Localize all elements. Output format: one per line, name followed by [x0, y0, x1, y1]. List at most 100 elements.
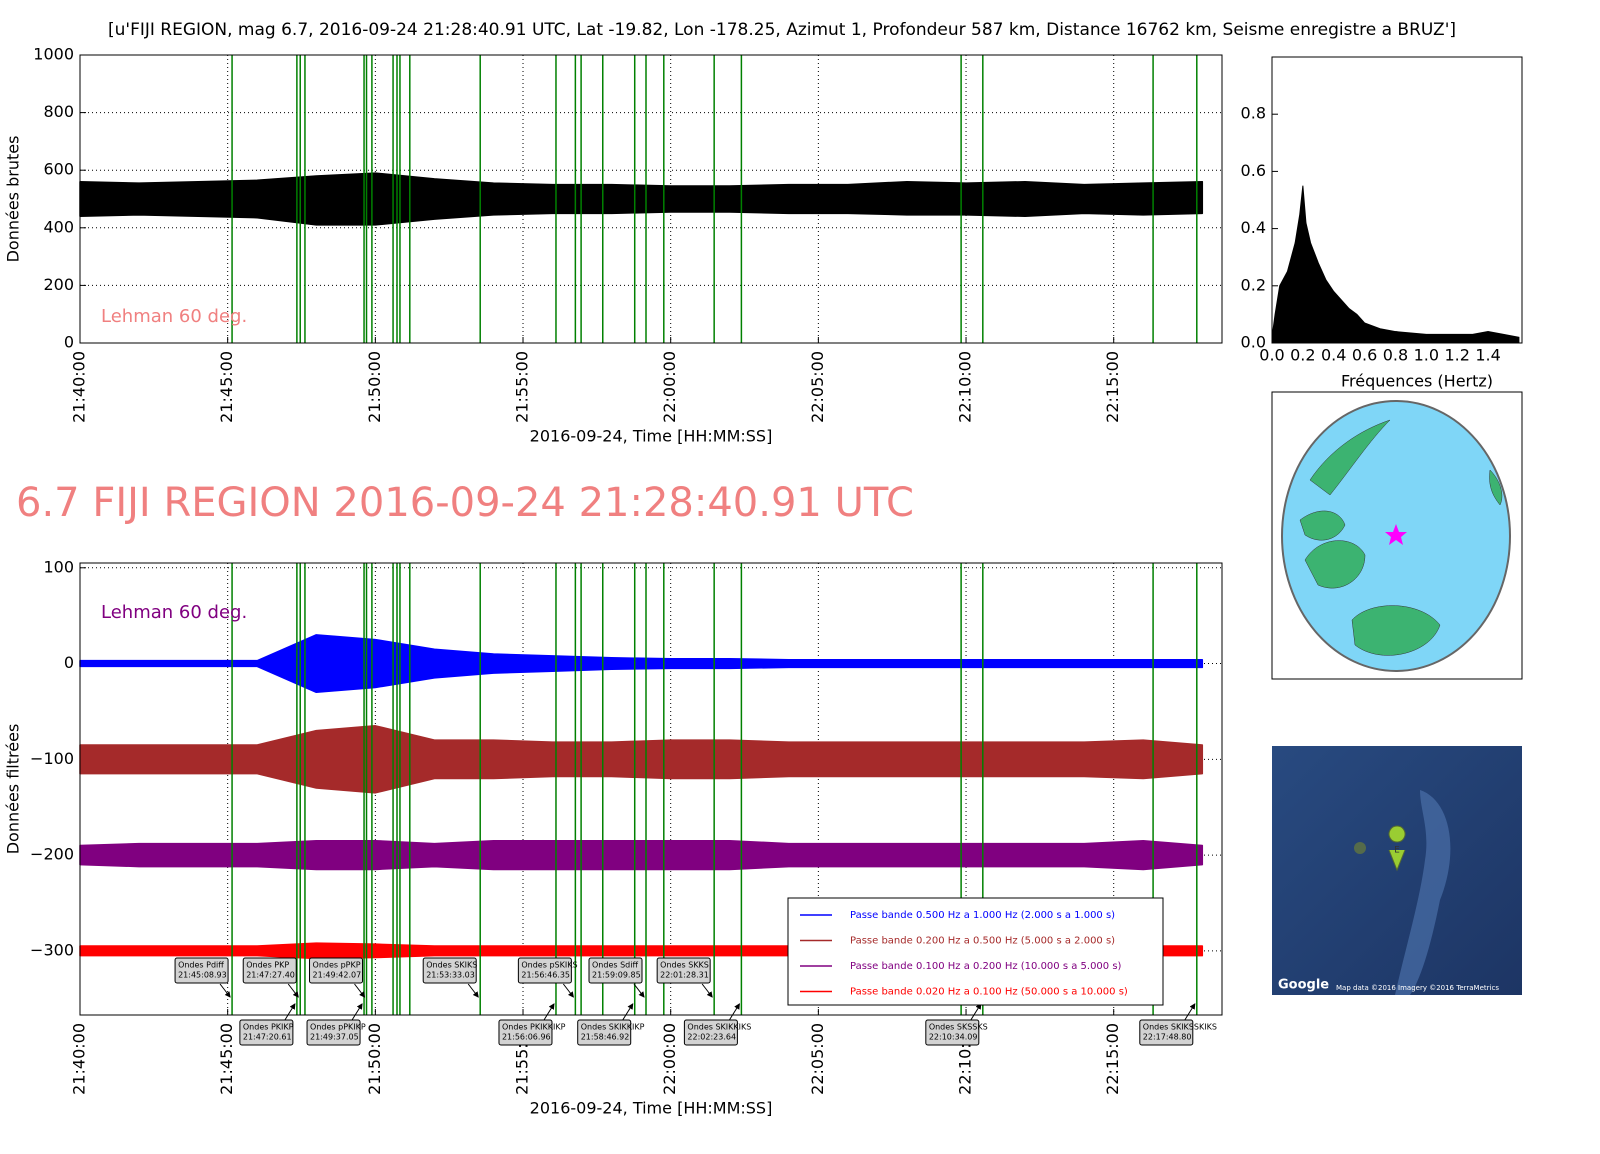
- arrival-label: Ondes Pdiff: [178, 961, 224, 970]
- arrival-label-box: [656, 957, 711, 984]
- y-tick-label: 0.6: [1241, 161, 1266, 180]
- arrival-label-box: [306, 1019, 361, 1046]
- arrival-time: 21:49:37.05: [310, 1033, 359, 1042]
- x-tick-label: 22:05:00: [808, 351, 827, 423]
- x-tick-label: 21:40:00: [70, 351, 89, 423]
- arrival-label: Ondes Sdiff: [592, 961, 638, 970]
- arrival-label-box: [1139, 1019, 1194, 1046]
- arrival-label: Ondes SKIKKIKS: [687, 1023, 751, 1032]
- map-attribution: Map data ©2016 Imagery ©2016 TerraMetric…: [1336, 984, 1499, 992]
- map-marker-label: E: [1394, 846, 1400, 856]
- legend-label: Passe bande 0.100 Hz a 0.200 Hz (10.000 …: [850, 961, 1122, 972]
- arrow: [1184, 1003, 1196, 1021]
- y-tick-label: 200: [43, 275, 74, 294]
- arrow: [970, 1003, 982, 1021]
- legend-label: Passe bande 0.020 Hz a 0.100 Hz (50.000 …: [850, 987, 1128, 998]
- arrow: [354, 983, 366, 998]
- arrow: [287, 983, 299, 998]
- arrow: [701, 983, 713, 998]
- epicenter-star: [1385, 524, 1407, 545]
- x-tick-label: 1.4: [1475, 346, 1500, 365]
- signal-band: [79, 634, 1204, 694]
- arrow: [728, 1003, 740, 1021]
- island: [1354, 842, 1366, 854]
- x-tick-label: 21:55:00: [513, 351, 532, 423]
- arrival-label: Ondes SKIKKIKP: [581, 1023, 645, 1032]
- arrival-label-box: [309, 957, 364, 984]
- land: [1351, 605, 1441, 656]
- x-tick-label: 0.2: [1290, 346, 1315, 365]
- x-axis-label: 2016-09-24, Time [HH:MM:SS]: [530, 427, 773, 446]
- annotation: Lehman 60 deg.: [101, 306, 247, 327]
- arrival-label: Ondes PKP: [246, 961, 289, 970]
- y-tick-label: −100: [30, 749, 74, 768]
- y-tick-label: −200: [30, 845, 74, 864]
- arrival-label-box: [577, 1019, 632, 1046]
- y-axis-label: Données filtrées: [4, 724, 23, 855]
- arrival-label-box: [683, 1019, 738, 1046]
- arrival-time: 22:10:34.09: [929, 1033, 978, 1042]
- arrival-time: 22:01:28.31: [660, 971, 709, 980]
- arrival-label-box: [174, 957, 229, 984]
- arrival-label-box: [517, 957, 572, 984]
- land: [1489, 469, 1503, 506]
- arrival-label-box: [422, 957, 477, 984]
- y-tick-label: 400: [43, 217, 74, 236]
- arrival-label-box: [242, 957, 297, 984]
- signal-band: [79, 839, 1204, 871]
- plot-frame: [79, 562, 1223, 1016]
- x-tick-label: 22:15:00: [1103, 1023, 1122, 1095]
- x-tick-label: 1.0: [1414, 346, 1439, 365]
- plot-frame: [1271, 56, 1523, 344]
- x-tick-label: 21:50:00: [365, 1023, 384, 1095]
- arrival-label: Ondes SKSSKS: [929, 1023, 988, 1032]
- x-tick-label: 0.8: [1383, 346, 1408, 365]
- x-axis-label: Fréquences (Hertz): [1341, 372, 1493, 391]
- arrival-time: 22:17:48.80: [1143, 1033, 1192, 1042]
- arrival-time: 21:56:06.96: [502, 1033, 551, 1042]
- y-tick-label: 1000: [33, 45, 74, 64]
- arrival-label: Ondes pPKIKP: [310, 1023, 366, 1032]
- y-tick-label: 0.8: [1241, 104, 1266, 123]
- arrow: [351, 1003, 363, 1021]
- x-tick-label: 0.0: [1259, 346, 1284, 365]
- arrival-time: 21:59:09.85: [592, 971, 641, 980]
- x-tick-label: 22:10:00: [956, 351, 975, 423]
- x-tick-label: 22:00:00: [660, 1023, 679, 1095]
- signal-band: [79, 725, 1204, 794]
- land: [1304, 540, 1366, 589]
- x-tick-label: 1.2: [1444, 346, 1469, 365]
- plot-frame: [79, 54, 1223, 344]
- map-logo: Google: [1278, 978, 1329, 993]
- arrow: [562, 983, 574, 998]
- y-tick-label: 0.0: [1241, 333, 1266, 352]
- map-marker: [1388, 825, 1406, 872]
- arrow: [219, 983, 231, 998]
- x-tick-label: 22:05:00: [808, 1023, 827, 1095]
- y-tick-label: 0.2: [1241, 275, 1266, 294]
- land: [1299, 510, 1346, 541]
- arrival-label: Ondes SKIKSSKIKS: [1143, 1023, 1217, 1032]
- legend-label: Passe bande 0.500 Hz a 1.000 Hz (2.000 s…: [850, 910, 1115, 921]
- x-tick-label: 21:45:00: [217, 1023, 236, 1095]
- x-tick-label: 22:15:00: [1103, 351, 1122, 423]
- y-tick-label: 0: [64, 333, 74, 352]
- arrow: [622, 1003, 634, 1021]
- arrival-label-box: [498, 1019, 553, 1046]
- arrival-time: 21:45:08.93: [178, 971, 227, 980]
- y-axis-label: Données brutes: [4, 136, 23, 263]
- y-tick-label: 0: [64, 653, 74, 672]
- annotation: Lehman 60 deg.: [101, 602, 247, 623]
- land: [1309, 419, 1391, 496]
- y-tick-label: 0.4: [1241, 218, 1266, 237]
- arrival-time: 21:49:42.07: [313, 971, 362, 980]
- x-tick-label: 0.6: [1352, 346, 1377, 365]
- arrival-label: Ondes PKIKKIKP: [502, 1023, 566, 1032]
- arrival-label: Ondes PKIKP: [243, 1023, 294, 1032]
- arrow: [543, 1003, 555, 1021]
- spectrum: [1271, 185, 1520, 344]
- arrival-label: Ondes SKIKS: [426, 961, 477, 970]
- arrow: [633, 983, 645, 998]
